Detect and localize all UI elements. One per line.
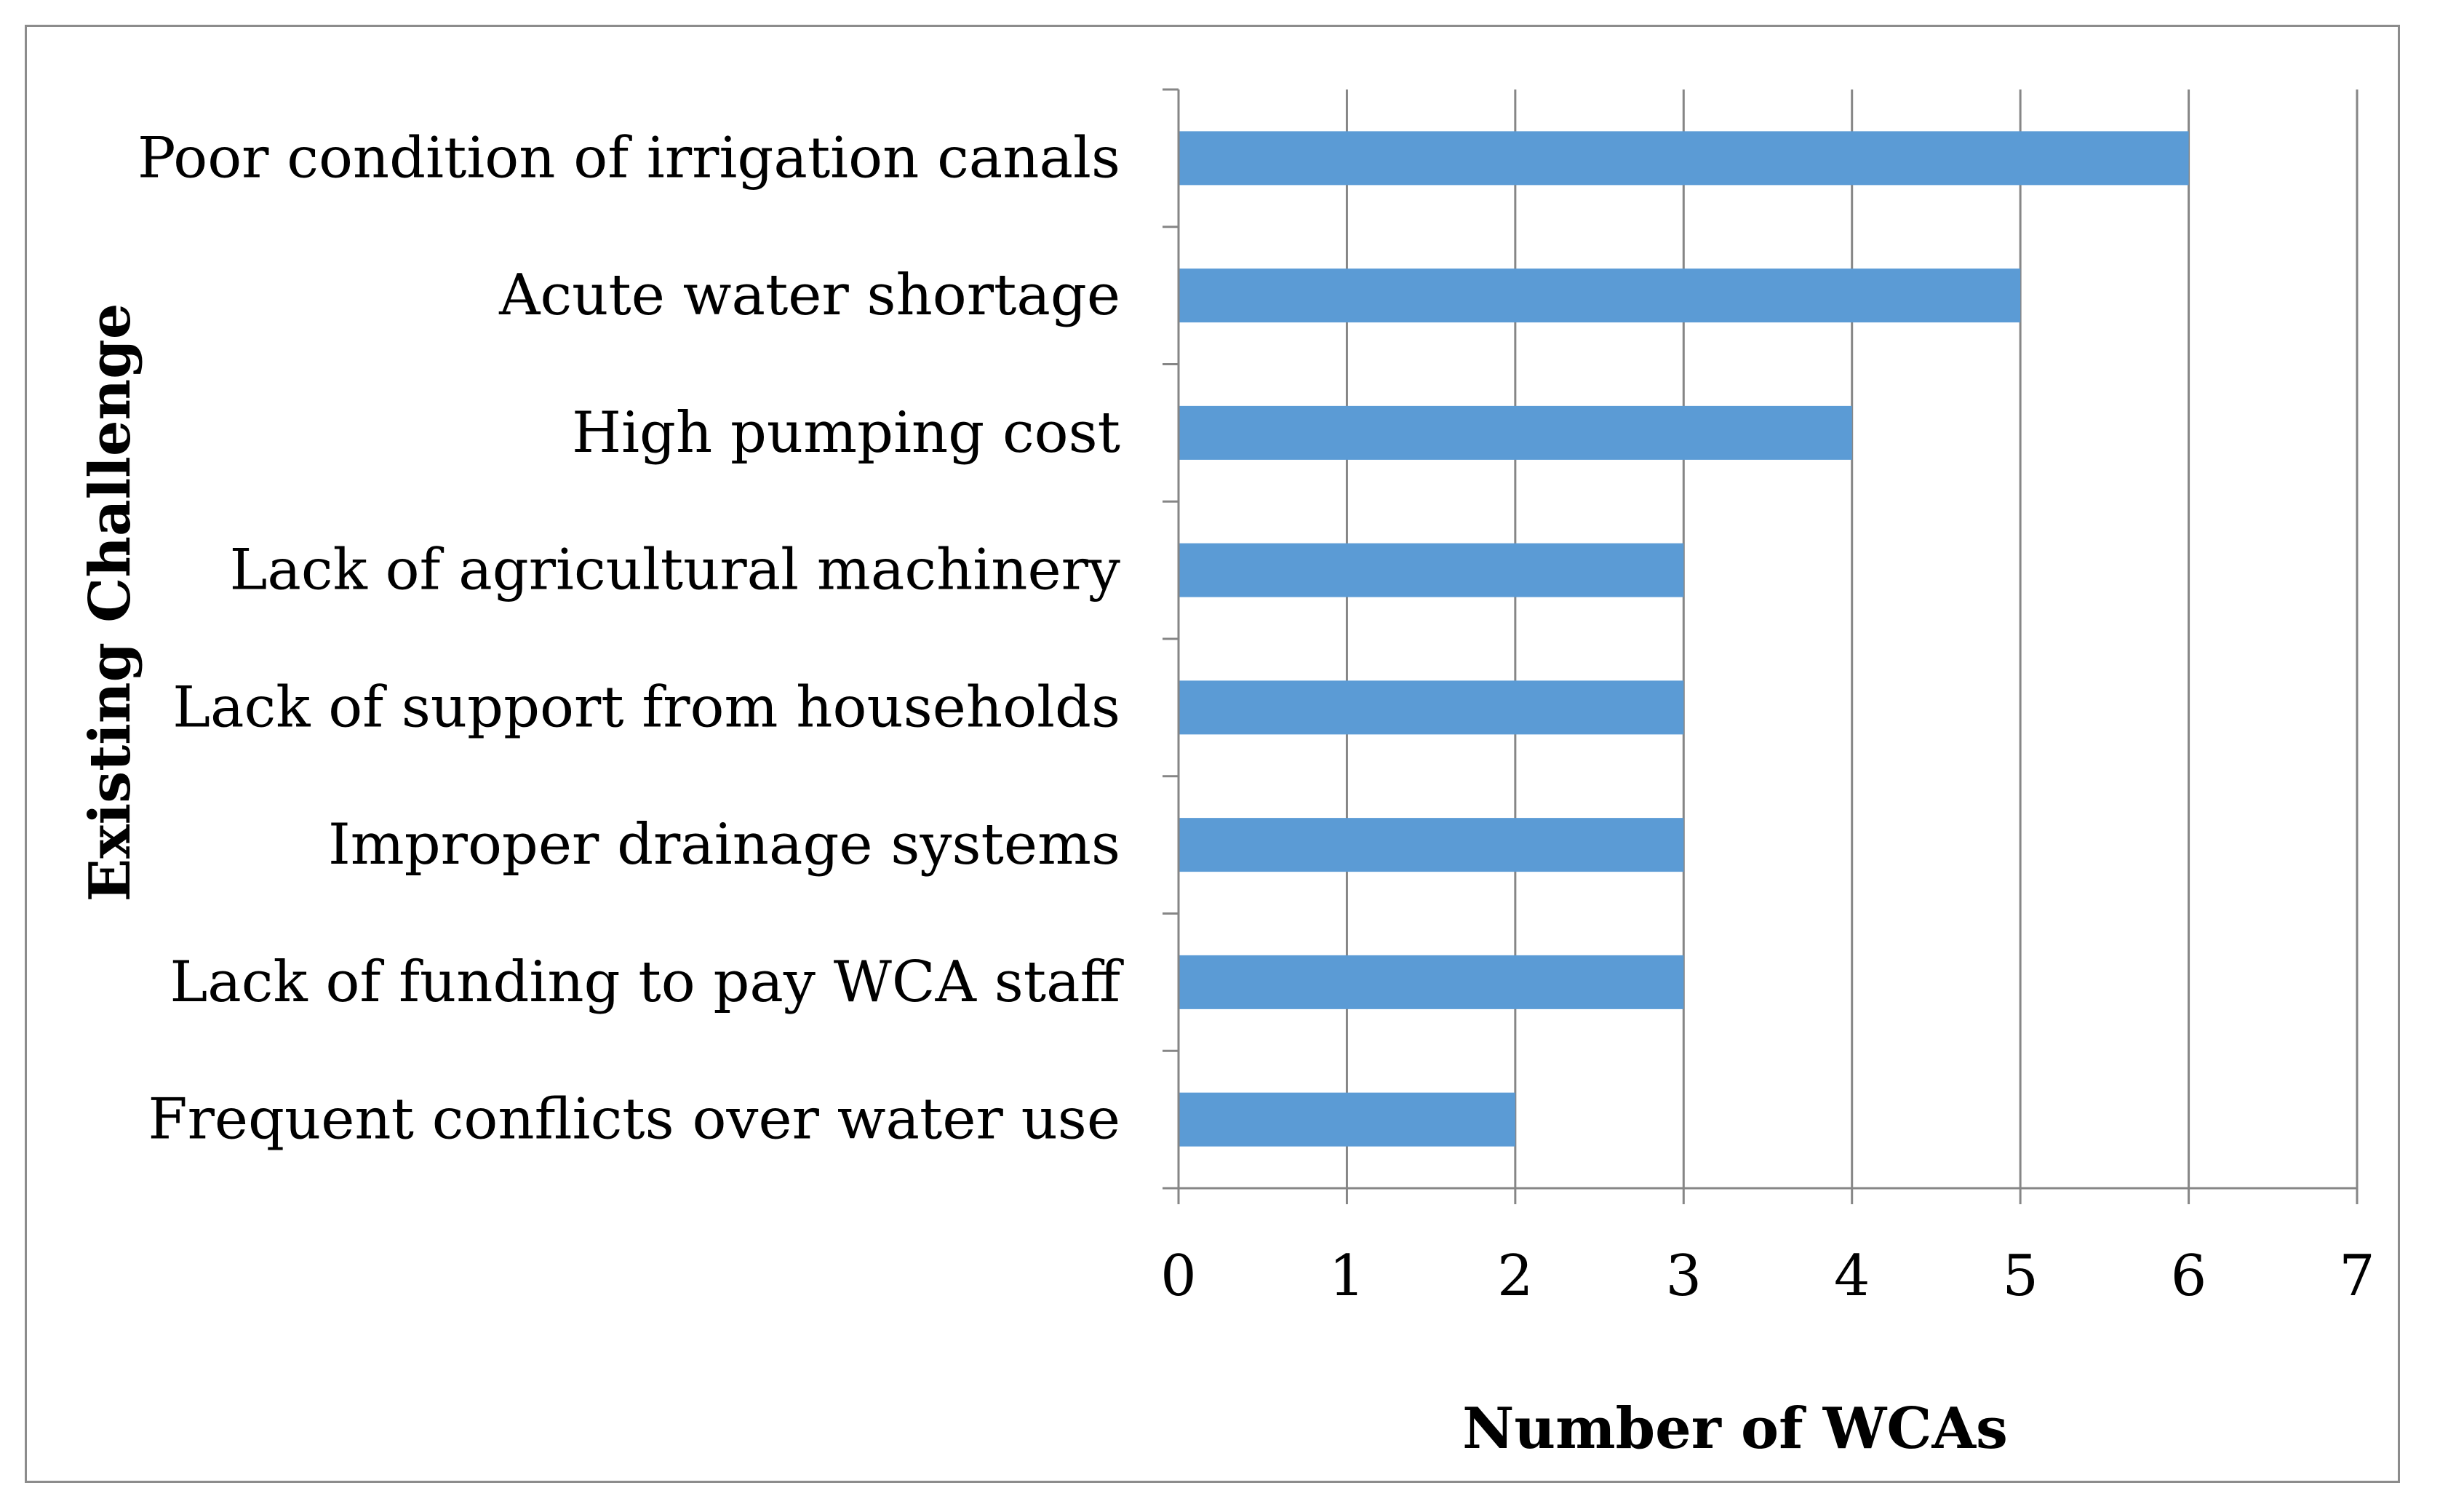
- y-axis-title: Existing Challenge: [77, 303, 143, 902]
- category-label: Lack of funding to pay WCA staff: [170, 950, 1125, 1015]
- bars: [1179, 131, 2189, 1147]
- gridlines: [1345, 89, 2359, 1188]
- bar: [1179, 405, 1852, 460]
- bar: [1179, 680, 1684, 735]
- x-tick-label: 6: [2171, 1244, 2207, 1309]
- bar: [1179, 543, 1684, 597]
- chart-frame: [25, 25, 2400, 1483]
- x-tick-label: 1: [1329, 1244, 1365, 1309]
- bar: [1179, 1092, 1515, 1147]
- bar: [1179, 818, 1684, 872]
- x-axis-title: Number of WCAs: [1462, 1396, 2008, 1462]
- category-label: Lack of agricultural machinery: [230, 538, 1120, 603]
- x-tick-label: 7: [2339, 1244, 2375, 1309]
- x-tick-label: 3: [1665, 1244, 1702, 1309]
- category-label: Poor condition of irrigation canals: [137, 125, 1120, 191]
- x-tick-label: 2: [1497, 1244, 1534, 1309]
- category-labels: Poor condition of irrigation canals Acute…: [137, 125, 1125, 1152]
- category-label: Lack of support from households: [172, 675, 1120, 740]
- x-tick-label: 4: [1834, 1244, 1870, 1309]
- category-label: High pumping cost: [572, 400, 1120, 466]
- category-label: Acute water shortage: [498, 263, 1120, 328]
- bar: [1179, 268, 2021, 323]
- category-label: Improper drainage systems: [328, 812, 1120, 878]
- x-tick-label: 0: [1160, 1244, 1197, 1309]
- x-tick-label: 5: [2002, 1244, 2038, 1309]
- category-label: Frequent conflicts over water use: [148, 1087, 1120, 1153]
- axes: [1163, 88, 2359, 1204]
- bar: [1179, 131, 2189, 186]
- x-tick-labels: 0 1 2 3 4 5 6 7: [1160, 1244, 2375, 1309]
- bar: [1179, 955, 1684, 1009]
